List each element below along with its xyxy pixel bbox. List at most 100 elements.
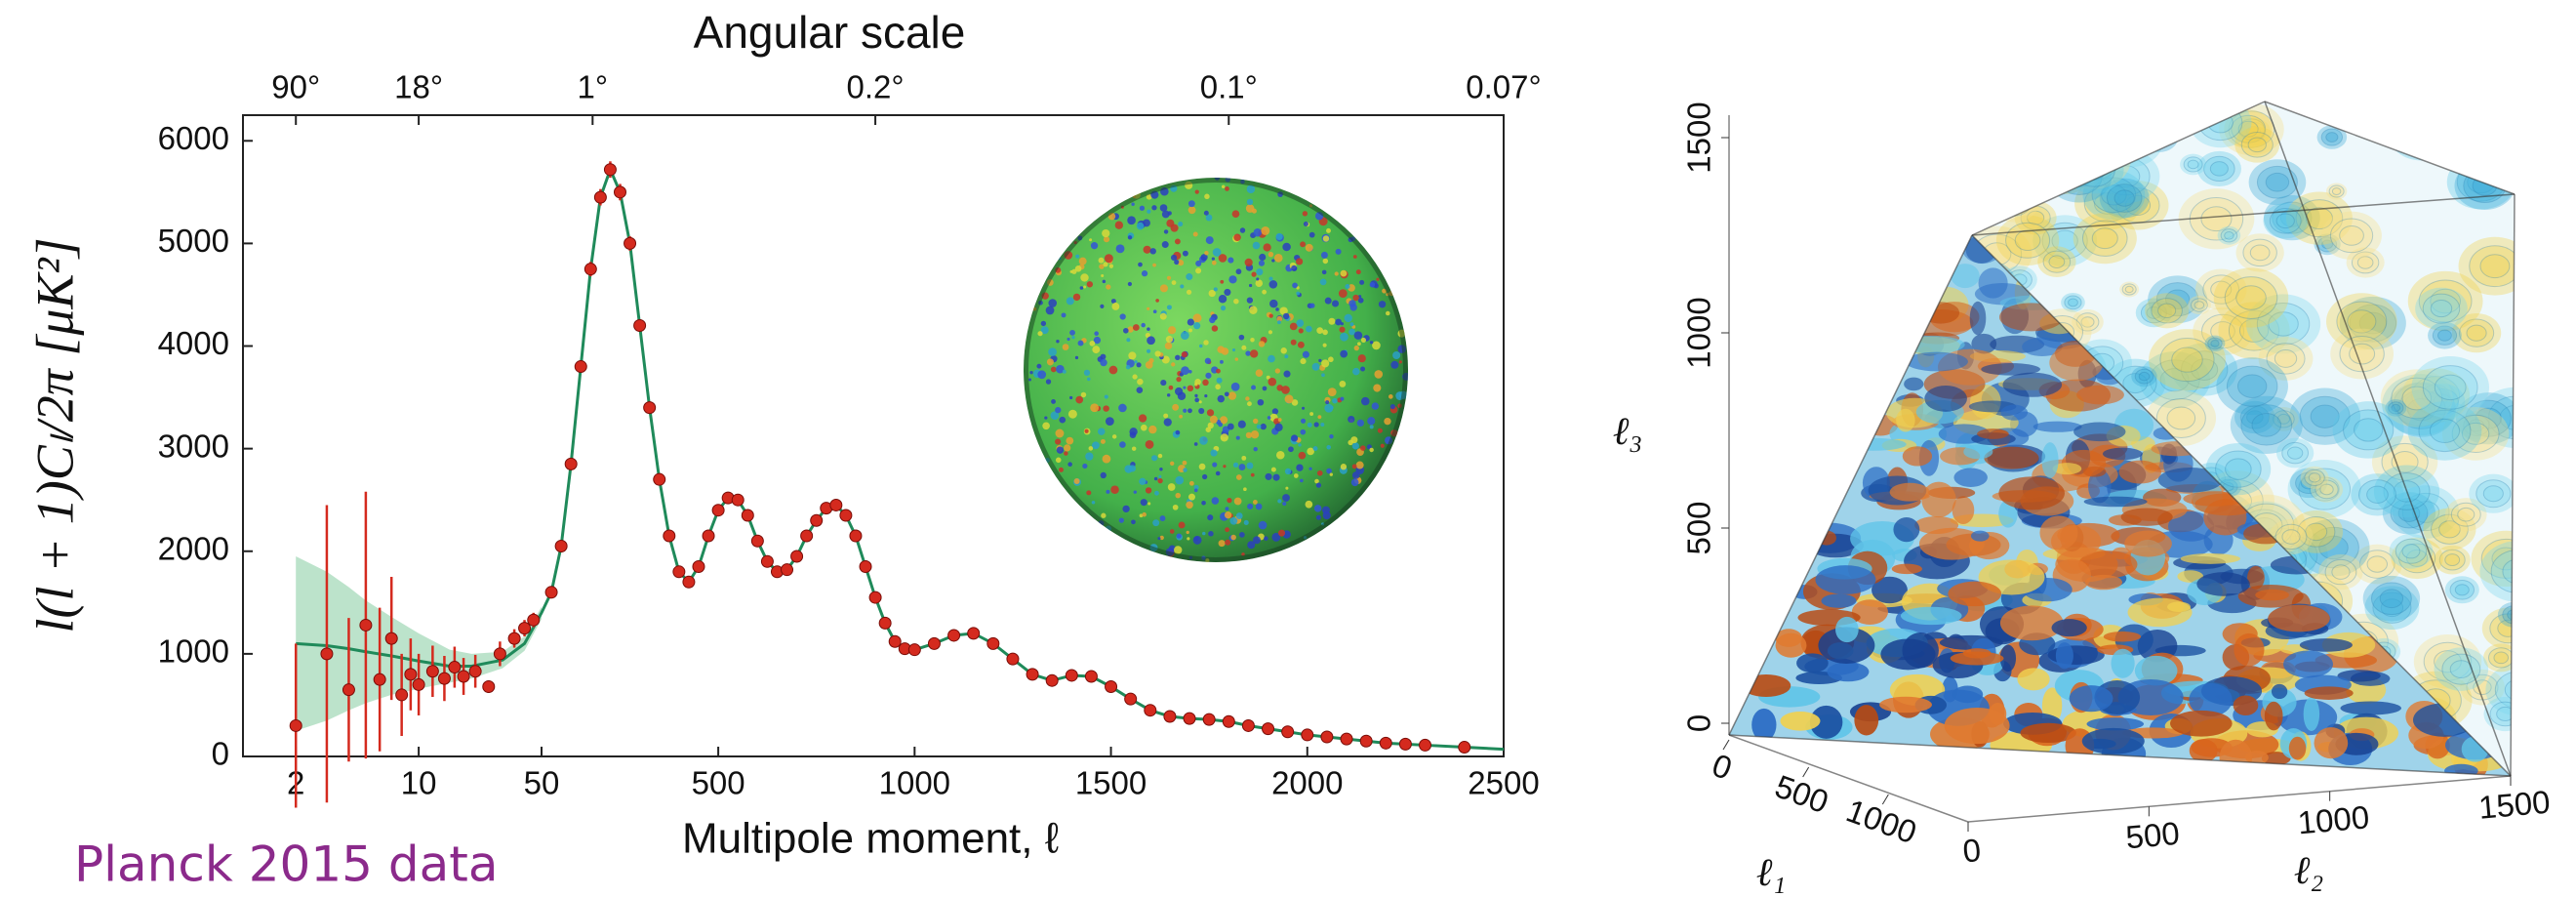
sphere-speck	[1118, 517, 1124, 523]
sphere-speck	[1183, 408, 1187, 413]
sphere-speck	[1238, 464, 1246, 471]
data-point	[493, 647, 506, 661]
sphere-speck	[1249, 306, 1258, 314]
data-point	[593, 190, 607, 204]
sphere-speck	[1235, 512, 1243, 519]
isosurface-blob	[2339, 224, 2364, 246]
sphere-speck	[1160, 380, 1167, 387]
sphere-speck	[1067, 462, 1072, 467]
sphere-speck	[1224, 511, 1232, 519]
data-point	[437, 672, 451, 685]
isosurface-blob	[2032, 102, 2058, 112]
sphere-speck	[1211, 497, 1220, 505]
isosurface-blob	[2061, 103, 2133, 162]
isosurface-blob	[2328, 184, 2345, 198]
isosurface-blob	[1977, 428, 2009, 439]
data-point	[760, 554, 774, 568]
data-point	[373, 673, 386, 686]
isosurface-blob	[2352, 544, 2402, 585]
isosurface-blob	[2245, 294, 2321, 354]
isosurface-blob	[2186, 116, 2202, 130]
sphere-speck	[1218, 294, 1228, 304]
isosurface-blob	[1898, 335, 1965, 354]
isosurface-blob	[2337, 670, 2381, 682]
isosurface-blob	[2228, 309, 2280, 351]
isosurface-blob	[2314, 233, 2341, 256]
isosurface-blob	[2114, 128, 2146, 153]
isosurface-blob	[2151, 130, 2168, 144]
sphere-speck	[1249, 283, 1253, 288]
sphere-speck	[1220, 433, 1228, 442]
isosurface-blob	[2161, 102, 2196, 123]
y-tick-label: 1000	[158, 633, 229, 670]
sphere-speck	[1048, 299, 1058, 307]
sphere-speck	[1281, 386, 1290, 394]
isosurface-blob	[2213, 267, 2289, 328]
isosurface-blob	[2207, 112, 2234, 134]
top-tick-label: 0.1°	[1200, 69, 1258, 105]
sphere-speck	[1280, 347, 1287, 354]
isosurface-blob	[2483, 643, 2515, 673]
sphere-speck	[1128, 351, 1137, 360]
isosurface-blob	[1815, 565, 1876, 594]
isosurface-blob	[1796, 653, 1829, 673]
data-point	[1045, 673, 1059, 687]
sphere-speck	[1199, 435, 1208, 445]
sphere-speck	[1350, 436, 1358, 444]
sphere-speck	[1100, 353, 1107, 360]
sphere-speck	[1186, 273, 1193, 281]
sphere-speck	[1255, 503, 1263, 510]
isosurface-blob	[2264, 195, 2320, 241]
x-tick-label: 10	[401, 765, 437, 801]
sphere-speck	[1302, 406, 1306, 410]
sphere-speck	[1322, 258, 1329, 265]
isosurface-blob	[2119, 281, 2140, 298]
data-point	[1026, 668, 1039, 681]
sphere-speck	[1204, 250, 1209, 256]
isosurface-blob	[2171, 102, 2187, 115]
sphere-speck	[1352, 294, 1359, 302]
x-tick-label: 1500	[1075, 765, 1147, 801]
sphere-speck	[1296, 258, 1304, 265]
data-point	[1379, 736, 1392, 750]
isosurface-blob	[2317, 236, 2338, 253]
sphere-speck	[1257, 398, 1265, 406]
sphere-speck	[1218, 254, 1228, 263]
sphere-speck	[1106, 489, 1110, 494]
sphere-speck	[1082, 463, 1088, 469]
sphere-speck	[1174, 238, 1181, 245]
isosurface-blob	[2124, 285, 2134, 294]
isosurface-blob	[2121, 283, 2137, 296]
isosurface-blob	[2052, 463, 2082, 475]
isosurface-blob	[2073, 422, 2126, 442]
sphere-speck	[1202, 379, 1209, 387]
isosurface-blob	[2382, 492, 2436, 535]
sphere-speck	[1155, 299, 1159, 303]
isosurface-blob	[2449, 579, 2475, 600]
sphere-speck	[1328, 317, 1336, 325]
data-point	[448, 661, 462, 674]
isosurface-blob	[2235, 285, 2267, 310]
isosurface-blob	[2441, 653, 2481, 685]
sphere-speck	[1100, 304, 1105, 308]
isosurface-blob	[2111, 648, 2135, 678]
sphere-speck	[1145, 361, 1153, 369]
isosurface-blob	[2224, 231, 2234, 240]
sphere-speck	[1186, 289, 1192, 295]
isosurface-blob	[2389, 109, 2453, 161]
data-point	[624, 236, 637, 250]
sphere-speck	[1044, 416, 1048, 420]
sphere-speck	[1094, 331, 1099, 336]
sphere-speck	[1300, 478, 1304, 483]
isosurface-blob	[1951, 264, 1980, 289]
sphere-speck	[1172, 504, 1179, 510]
isosurface-blob	[2274, 523, 2308, 550]
sphere-speck	[1292, 282, 1298, 289]
sphere-speck	[1187, 385, 1194, 392]
isosurface-blob	[2281, 441, 2310, 465]
isosurface-blob	[2407, 401, 2482, 461]
sphere-speck	[1340, 396, 1345, 401]
isosurface-blob	[2242, 238, 2277, 267]
sphere-speck	[1194, 393, 1198, 398]
sphere-speck	[1322, 343, 1327, 347]
